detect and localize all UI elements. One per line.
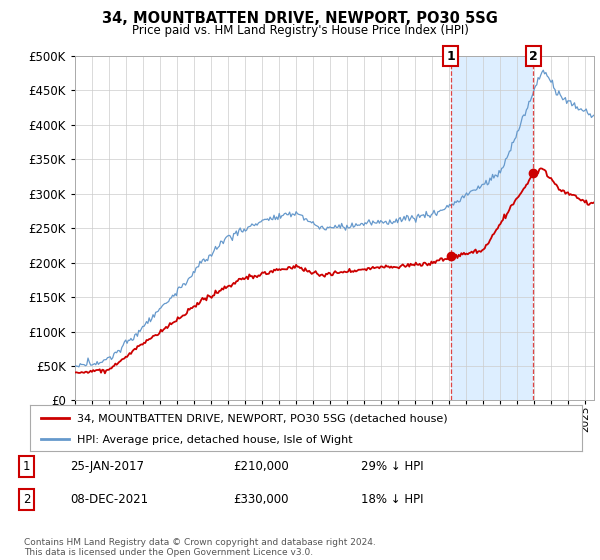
Text: 29% ↓ HPI: 29% ↓ HPI [361, 460, 424, 473]
Text: 18% ↓ HPI: 18% ↓ HPI [361, 493, 424, 506]
Text: 34, MOUNTBATTEN DRIVE, NEWPORT, PO30 5SG: 34, MOUNTBATTEN DRIVE, NEWPORT, PO30 5SG [102, 11, 498, 26]
Text: 34, MOUNTBATTEN DRIVE, NEWPORT, PO30 5SG (detached house): 34, MOUNTBATTEN DRIVE, NEWPORT, PO30 5SG… [77, 414, 448, 424]
Text: 2: 2 [23, 493, 30, 506]
Text: 2: 2 [529, 49, 538, 63]
Text: 08-DEC-2021: 08-DEC-2021 [70, 493, 148, 506]
Text: HPI: Average price, detached house, Isle of Wight: HPI: Average price, detached house, Isle… [77, 435, 353, 445]
Text: 1: 1 [23, 460, 30, 473]
Text: £330,000: £330,000 [233, 493, 289, 506]
Text: 1: 1 [446, 49, 455, 63]
Bar [451, 56, 533, 400]
Text: Contains HM Land Registry data © Crown copyright and database right 2024.
This d: Contains HM Land Registry data © Crown c… [24, 538, 376, 557]
Text: 25-JAN-2017: 25-JAN-2017 [70, 460, 144, 473]
Text: Price paid vs. HM Land Registry's House Price Index (HPI): Price paid vs. HM Land Registry's House … [131, 24, 469, 36]
Text: £210,000: £210,000 [233, 460, 289, 473]
